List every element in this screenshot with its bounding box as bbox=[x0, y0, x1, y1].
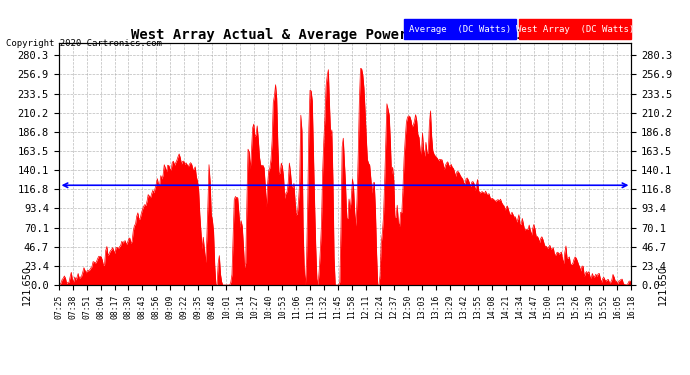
Text: Average  (DC Watts): Average (DC Watts) bbox=[409, 25, 511, 34]
Text: 121.650: 121.650 bbox=[658, 265, 668, 305]
Text: Copyright 2020 Cartronics.com: Copyright 2020 Cartronics.com bbox=[6, 39, 161, 48]
Title: West Array Actual & Average Power Fri Jan 17  16:18: West Array Actual & Average Power Fri Ja… bbox=[131, 28, 559, 42]
Bar bbox=[519, 19, 631, 39]
Bar bbox=[404, 19, 516, 39]
Text: 121.650: 121.650 bbox=[22, 265, 32, 305]
Text: West Array  (DC Watts): West Array (DC Watts) bbox=[515, 25, 634, 34]
